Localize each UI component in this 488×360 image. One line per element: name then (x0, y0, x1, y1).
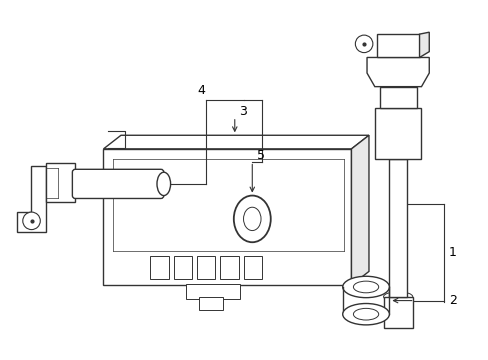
Polygon shape (103, 135, 368, 149)
Polygon shape (17, 166, 46, 231)
Polygon shape (366, 58, 428, 87)
Bar (388, 159, 406, 297)
Text: 4: 4 (198, 84, 205, 97)
Text: 1: 1 (448, 247, 456, 260)
Bar (376, 34, 419, 58)
Ellipse shape (353, 281, 378, 293)
Bar (150, 256, 168, 279)
Bar (46, 163, 75, 202)
Text: 3: 3 (238, 105, 246, 118)
Bar (199, 297, 223, 310)
Bar (243, 256, 262, 279)
Bar (379, 87, 416, 108)
Polygon shape (351, 135, 368, 285)
Bar (374, 108, 421, 159)
Ellipse shape (243, 207, 261, 230)
Bar (220, 256, 238, 279)
Ellipse shape (353, 309, 378, 320)
Bar (103, 149, 351, 285)
FancyBboxPatch shape (72, 169, 163, 198)
Bar (186, 284, 239, 299)
Ellipse shape (355, 35, 372, 53)
Bar (197, 256, 215, 279)
Bar (173, 256, 192, 279)
Ellipse shape (233, 195, 270, 242)
Bar (383, 297, 412, 328)
Ellipse shape (342, 276, 388, 298)
Ellipse shape (23, 212, 40, 230)
Polygon shape (419, 32, 428, 58)
Text: 2: 2 (448, 294, 456, 307)
Ellipse shape (383, 292, 412, 302)
Text: 5: 5 (257, 149, 264, 162)
Ellipse shape (157, 172, 170, 195)
Ellipse shape (342, 303, 388, 325)
